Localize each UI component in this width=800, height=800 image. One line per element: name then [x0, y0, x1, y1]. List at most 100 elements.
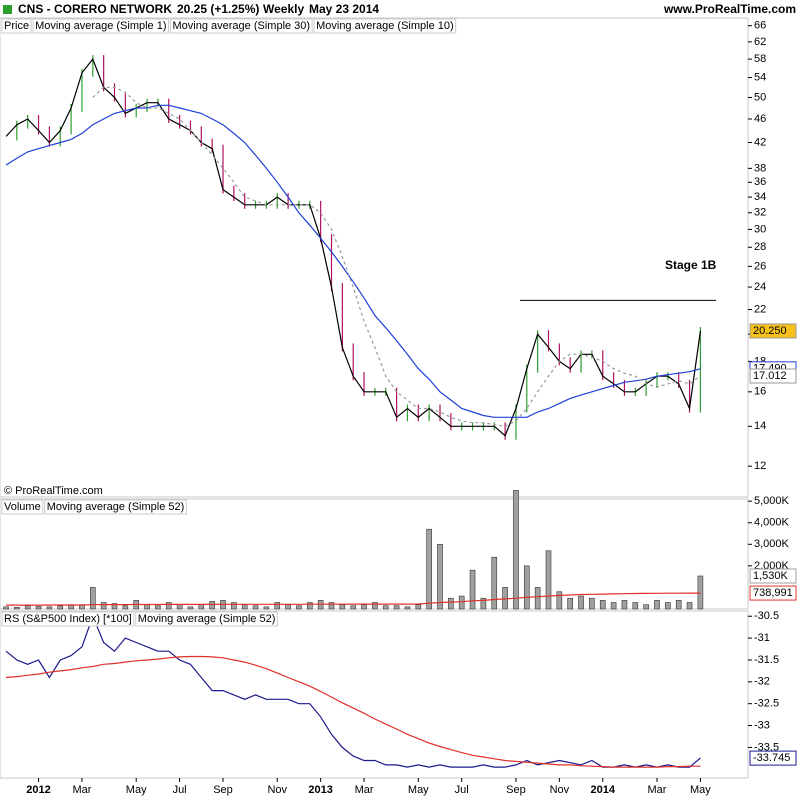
x-tick-label: Jul [455, 784, 469, 796]
volume-bar [415, 604, 422, 610]
y-tick-label: 5,000K [754, 495, 790, 507]
y-tick-label: -32 [754, 676, 770, 688]
x-tick-label: Mar [72, 784, 91, 796]
last-value-box [749, 323, 797, 339]
x-tick-label: Mar [648, 784, 667, 796]
volume-bar [198, 604, 205, 610]
volume-bar [176, 604, 183, 610]
volume-bar [209, 601, 215, 610]
series-line [5, 614, 701, 768]
volume-bar [111, 603, 118, 610]
x-tick-label: 2013 [308, 784, 332, 796]
volume-bar [241, 604, 248, 610]
volume-bar [122, 605, 129, 610]
legend-box [32, 18, 170, 34]
volume-bar [567, 597, 574, 610]
last-value-box [749, 368, 797, 384]
y-tick-label: -33.5 [754, 741, 779, 753]
x-tick-label: Nov [550, 784, 570, 796]
y-tick-label: 38 [754, 162, 766, 174]
legend-box [313, 18, 457, 34]
volume-bar [350, 605, 357, 610]
series-line [5, 57, 701, 437]
x-tick-label: May [126, 784, 147, 796]
y-tick-label: 50 [754, 91, 766, 103]
y-tick-label: -31 [754, 632, 770, 644]
y-tick-label: 14 [754, 420, 766, 432]
x-tick-label: Mar [355, 784, 374, 796]
series-line [5, 655, 701, 768]
y-tick-label: -31.5 [754, 654, 779, 666]
legend-entry: Moving average (Simple 10) [316, 20, 454, 32]
volume-bar [3, 606, 9, 610]
volume-bar [90, 587, 96, 610]
volume-bar [437, 543, 443, 610]
legend-box [135, 611, 278, 627]
volume-bar [263, 606, 270, 610]
volume-bar [426, 528, 432, 610]
y-tick-label: -32.5 [754, 698, 779, 710]
volume-bar [523, 565, 530, 610]
volume-bar [339, 604, 346, 610]
volume-bar [57, 605, 64, 610]
volume-bar [545, 550, 552, 610]
legend-entry: Moving average (Simple 1) [35, 20, 166, 32]
volume-bar [578, 595, 584, 610]
volume-bar [252, 605, 259, 610]
volume-bar [458, 595, 465, 610]
volume-bar [285, 604, 291, 610]
change: 20.25 (+1.25%) [177, 2, 259, 16]
last-value-box [749, 568, 797, 584]
volume-bar [144, 604, 150, 610]
y-tick-label: 62 [754, 36, 766, 48]
volume-bar [382, 605, 389, 610]
last-value-box [749, 750, 797, 766]
legend-box [1, 611, 135, 627]
series-line [6, 592, 701, 606]
volume-bar [46, 606, 53, 610]
y-tick-label: 24 [754, 281, 766, 293]
volume-bar [686, 602, 693, 610]
last-value-label: 17.012 [753, 370, 787, 382]
volume-bar [100, 602, 107, 610]
volume-bar [372, 602, 378, 610]
y-tick-label: 30 [754, 223, 766, 235]
volume-bar [448, 597, 454, 610]
y-tick-label: 16 [754, 386, 766, 398]
volume-bar [155, 605, 161, 610]
y-tick-label: 42 [754, 136, 766, 148]
icon [3, 5, 12, 14]
volume-bar [632, 602, 639, 610]
volume-bar [296, 605, 302, 610]
legend-entry: Moving average (Simple 52) [47, 501, 185, 513]
date: May 23 2014 [309, 2, 379, 16]
y-tick-label: -33 [754, 719, 770, 731]
y-tick-label: 12 [754, 460, 766, 472]
y-tick-label: -30.5 [754, 610, 779, 622]
y-tick-label: 28 [754, 241, 766, 253]
annotation: Stage 1B [665, 258, 717, 272]
volume-bar [589, 597, 595, 610]
y-tick-label: 26 [754, 260, 766, 272]
volume-bar [534, 587, 541, 610]
volume-bar [610, 602, 617, 610]
volume-bar [35, 606, 42, 610]
volume-bar [393, 605, 400, 610]
legend-box [170, 18, 313, 34]
series-line [5, 104, 701, 418]
legend-entry: Price [4, 20, 29, 32]
legend-entry: RS (S&P500 Index) [*100] [4, 613, 132, 625]
y-tick-label: 22 [754, 303, 766, 315]
last-value-label: -33.745 [753, 752, 790, 764]
volume-bar [469, 569, 476, 610]
volume-bar [480, 597, 487, 610]
volume-bar [404, 606, 411, 610]
last-value-label: 20.250 [753, 325, 787, 337]
copyright: © ProRealTime.com [4, 485, 103, 497]
x-tick-label: May [690, 784, 711, 796]
y-tick-label: 4,000K [754, 517, 790, 529]
legend-entry: Moving average (Simple 30) [173, 20, 311, 32]
last-value-box [749, 585, 797, 601]
x-tick-label: Sep [213, 784, 233, 796]
